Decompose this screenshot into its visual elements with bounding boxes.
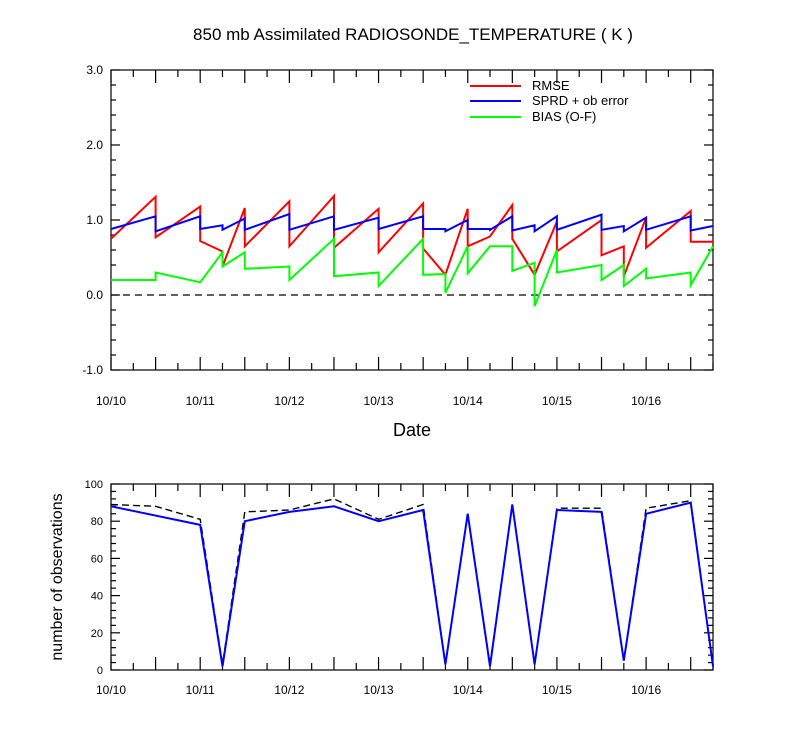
x-tick-label: 10/14 xyxy=(453,683,483,697)
y-tick-label: -1.0 xyxy=(82,363,103,377)
x-tick-label: 10/10 xyxy=(96,683,126,697)
x-tick-label: 10/16 xyxy=(631,683,661,697)
x-tick-label: 10/15 xyxy=(542,394,572,408)
x-tick-label: 10/10 xyxy=(96,394,126,408)
x-tick-label: 10/12 xyxy=(274,394,304,408)
x-tick-label: 10/14 xyxy=(453,394,483,408)
top-series-sprd-ob-error xyxy=(110,212,714,234)
y-tick-label: 60 xyxy=(91,553,103,565)
y-tick-label: 0.0 xyxy=(86,288,103,302)
top-panel: 850 mb Assimilated RADIOSONDE_TEMPERATUR… xyxy=(82,25,714,440)
x-tick-label: 10/12 xyxy=(274,683,304,697)
top-series-bias-o-f xyxy=(111,236,714,307)
y-tick-label: 40 xyxy=(91,591,103,603)
y-axis-title-observations: number of observations xyxy=(49,493,66,660)
y-tick-label: 2.0 xyxy=(86,138,103,152)
x-tick-label: 10/13 xyxy=(364,683,394,697)
y-tick-label: 3.0 xyxy=(86,63,103,77)
x-tick-label: 10/15 xyxy=(542,683,572,697)
legend-sprd-label: SPRD + ob error xyxy=(532,93,629,108)
x-tick-label: 10/13 xyxy=(364,394,394,408)
x-tick-label: 10/16 xyxy=(631,394,661,408)
y-tick-label: 0 xyxy=(97,665,103,677)
bottom-plot-frame xyxy=(110,483,714,671)
bottom-series-assimilated xyxy=(110,501,714,667)
y-tick-label: 20 xyxy=(91,628,103,640)
bottom-panel: 0 20 40 60 80 100 10/10 10/11 10/12 10/13 10/14 10/… xyxy=(49,479,714,697)
legend-bias-label: BIAS (O-F) xyxy=(532,109,596,124)
chart-title: 850 mb Assimilated RADIOSONDE_TEMPERATUR… xyxy=(193,25,633,44)
y-tick-label: 80 xyxy=(91,516,103,528)
y-tick-label: 100 xyxy=(85,479,103,491)
x-tick-label: 10/11 xyxy=(186,683,215,697)
x-tick-label: 10/11 xyxy=(186,394,215,408)
y-tick-label: 1.0 xyxy=(86,213,103,227)
legend-rmse-label: RMSE xyxy=(532,78,570,93)
x-axis-title: Date xyxy=(393,420,431,440)
legend: RMSE SPRD + ob error BIAS (O-F) xyxy=(470,78,629,124)
